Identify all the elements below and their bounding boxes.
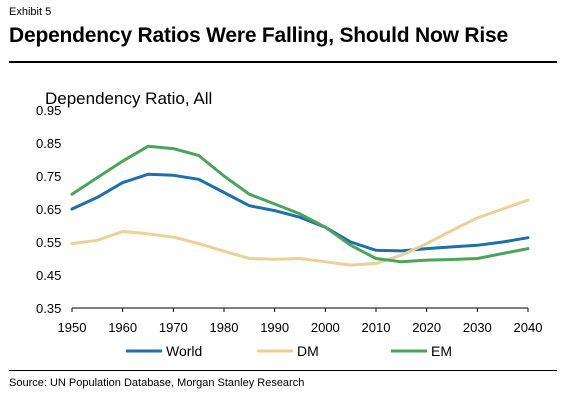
series-line-em (70, 144, 530, 264)
x-tick-label: 1990 (260, 320, 289, 335)
y-tick-label: 0.45 (36, 268, 61, 283)
x-tick-label: 2030 (463, 320, 492, 335)
source-note: Source: UN Population Database, Morgan S… (9, 377, 305, 389)
legend-label-dm: DM (297, 343, 319, 359)
y-tick-label: 0.65 (36, 202, 61, 217)
x-tick-label: 1970 (159, 320, 188, 335)
series-line-dm (70, 198, 530, 267)
y-tick-label: 0.85 (36, 136, 61, 151)
x-tick-label: 2000 (311, 320, 340, 335)
series-line-world (70, 172, 530, 253)
title-divider (9, 61, 557, 63)
x-tick-label: 2010 (362, 320, 391, 335)
source-divider (9, 370, 557, 371)
legend-label-world: World (166, 343, 202, 359)
y-tick-label: 0.95 (36, 103, 61, 118)
x-tick-label: 1950 (58, 320, 87, 335)
exhibit-label: Exhibit 5 (9, 6, 52, 18)
x-tick-label: 1980 (210, 320, 239, 335)
y-tick-label: 0.55 (36, 235, 61, 250)
y-tick-label: 0.75 (36, 169, 61, 184)
chart-legend: World DM EM (126, 343, 452, 359)
chart-axes: 1950 1960 1970 1980 1990 2000 2010 2020 2030 2040… (36, 103, 542, 335)
x-tick-label: 2040 (514, 320, 543, 335)
x-tick-label: 1960 (108, 320, 137, 335)
chart-title: Dependency Ratios Were Falling, Should N… (9, 24, 508, 47)
legend-label-em: EM (431, 343, 452, 359)
y-tick-label: 0.35 (36, 301, 61, 316)
chart-lines (70, 144, 530, 267)
y-axis-label: Dependency Ratio, All (45, 89, 212, 108)
x-tick-label: 2020 (412, 320, 441, 335)
